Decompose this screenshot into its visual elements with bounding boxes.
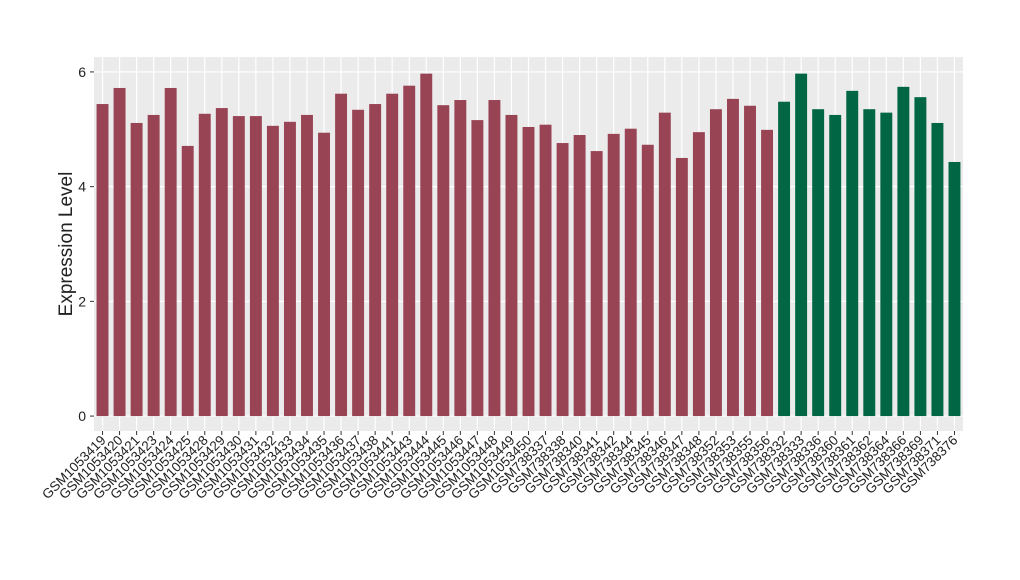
bar [590, 151, 603, 417]
bar [573, 135, 586, 417]
bar [880, 112, 893, 417]
bar [198, 113, 211, 417]
bar [96, 104, 109, 417]
bar [897, 86, 910, 417]
bar [675, 157, 688, 417]
bar [301, 114, 313, 417]
bar [948, 161, 961, 417]
bar [829, 114, 842, 417]
bar [658, 112, 671, 417]
bar [624, 128, 637, 417]
bar [522, 126, 535, 417]
bar [727, 98, 739, 417]
bar [283, 121, 296, 417]
bar [352, 109, 365, 417]
bar [607, 133, 620, 417]
bar [505, 114, 518, 417]
bar [164, 87, 177, 417]
bar [369, 104, 382, 417]
bar [420, 73, 433, 417]
bar [863, 109, 876, 417]
bar [147, 114, 160, 417]
bar [692, 132, 705, 417]
bar [778, 101, 791, 417]
bar [335, 93, 348, 417]
y-tick-label: 4 [78, 179, 86, 195]
bar [846, 90, 859, 417]
bar [539, 124, 552, 417]
bar [249, 116, 262, 417]
bar [709, 109, 722, 417]
bar [437, 105, 450, 417]
bar [113, 87, 126, 417]
bar [386, 93, 399, 417]
bar [403, 85, 416, 417]
bar [266, 125, 279, 417]
y-tick-label: 0 [78, 408, 86, 424]
bar [488, 100, 501, 417]
bar [471, 120, 484, 417]
bar [641, 144, 654, 417]
bar [761, 129, 774, 417]
bar [931, 122, 944, 417]
bar [130, 122, 143, 417]
bar [232, 116, 245, 417]
bar [795, 73, 808, 417]
y-tick-label: 2 [78, 293, 86, 309]
bar [744, 105, 756, 417]
bar [215, 108, 228, 417]
y-axis-label: Expression Level [56, 172, 77, 317]
bar [318, 132, 330, 417]
bar [181, 145, 194, 417]
bar [914, 97, 927, 417]
y-tick-label: 6 [78, 64, 86, 80]
bar [556, 143, 569, 417]
bar [454, 100, 467, 417]
bar [812, 109, 825, 417]
